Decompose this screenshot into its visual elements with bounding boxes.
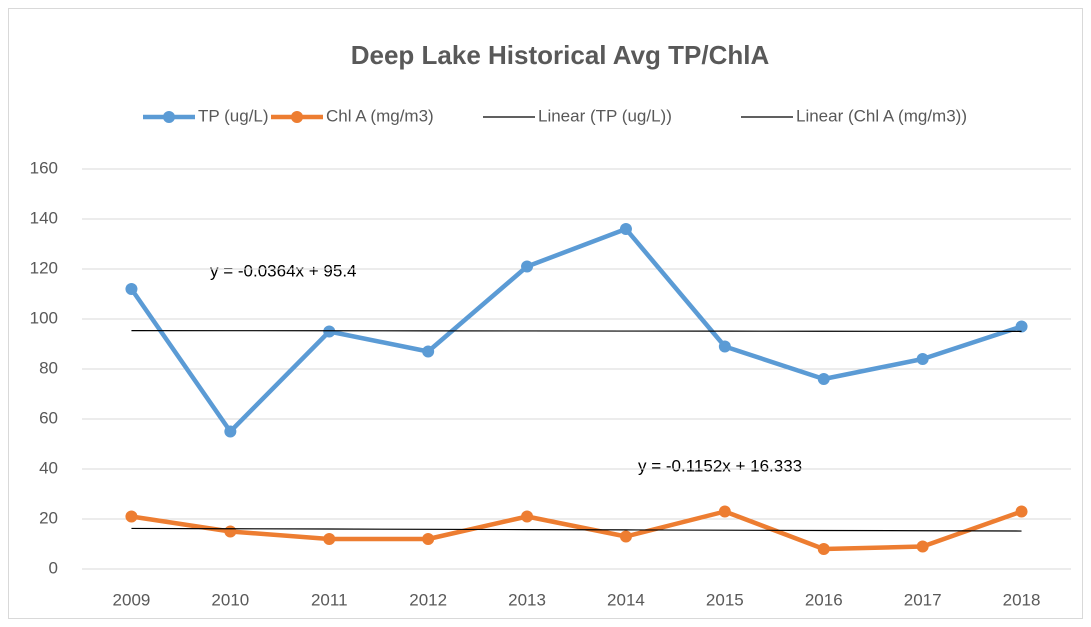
x-tick-label: 2010 (211, 590, 249, 609)
legend-item: TP (ug/L) (143, 106, 269, 125)
y-tick-label: 20 (39, 508, 58, 527)
legend-label: Linear (Chl A (mg/m3)) (796, 106, 967, 125)
trend-equation: y = -0.1152x + 16.333 (638, 456, 802, 475)
y-tick-label: 0 (49, 558, 58, 577)
point (916, 353, 929, 365)
point (817, 543, 830, 555)
point (916, 540, 929, 553)
legend-label: Linear (TP (ug/L)) (538, 106, 672, 125)
point (224, 525, 237, 538)
trend-equation: y = -0.0364x + 95.4 (210, 261, 357, 280)
trend-line (131, 330, 1022, 332)
point (1015, 320, 1028, 333)
x-tick-label: 2017 (904, 590, 942, 609)
legend-item: Linear (TP (ug/L)) (483, 106, 672, 125)
legend-label: Chl A (mg/m3) (326, 106, 434, 125)
legend-item: Linear (Chl A (mg/m3)) (741, 106, 967, 125)
x-tick-label: 2018 (1003, 590, 1041, 609)
legend-label: TP (ug/L) (198, 106, 269, 125)
series-line (129, 226, 1023, 434)
y-tick-label: 100 (30, 308, 58, 327)
point (125, 510, 138, 523)
legend-marker (291, 111, 303, 123)
chart-frame (8, 8, 1083, 619)
x-tick-label: 2012 (409, 590, 447, 609)
y-tick-label: 140 (30, 208, 58, 227)
trend-line (131, 527, 1022, 532)
x-tick-label: 2009 (113, 590, 151, 609)
x-tick-label: 2011 (311, 590, 348, 609)
point (125, 283, 138, 295)
chart-title: Deep Lake Historical Avg TP/ChlA (351, 40, 770, 70)
point (422, 345, 435, 358)
legend-marker (163, 111, 175, 123)
point (323, 533, 336, 545)
y-tick-label: 120 (30, 258, 58, 277)
x-tick-label: 2014 (607, 590, 645, 609)
y-tick-label: 40 (39, 458, 58, 477)
y-tick-label: 80 (39, 358, 58, 377)
point (718, 505, 731, 518)
y-tick-label: 60 (39, 408, 58, 427)
legend-item: Chl A (mg/m3) (271, 106, 434, 125)
point (619, 223, 632, 235)
point (323, 325, 336, 338)
y-tick-label: 160 (30, 158, 58, 177)
x-tick-label: 2016 (805, 590, 843, 609)
point (422, 533, 435, 545)
x-tick-label: 2013 (508, 590, 546, 609)
x-tick-label: 2015 (706, 590, 744, 609)
point (718, 340, 731, 353)
point (521, 260, 534, 273)
series-line (131, 509, 1023, 552)
point (817, 373, 830, 385)
point (619, 530, 632, 543)
point (521, 510, 534, 523)
point (1015, 505, 1028, 518)
point (224, 425, 237, 438)
